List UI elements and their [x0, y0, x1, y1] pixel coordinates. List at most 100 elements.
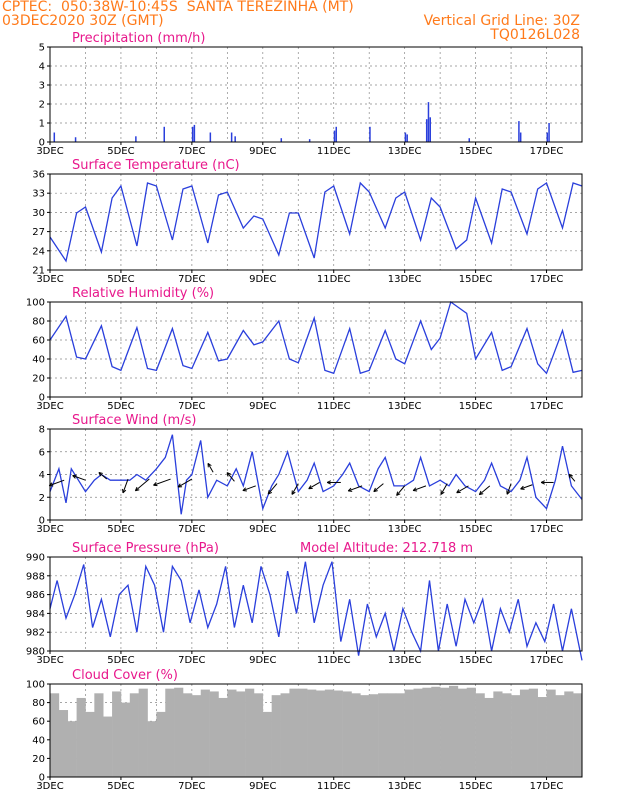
wind-arrow: [308, 482, 320, 490]
cloud-bar: [342, 691, 352, 777]
cloud-bar: [404, 689, 414, 777]
precip-bar: [209, 132, 212, 142]
temp-xtick-label: 17DEC: [530, 274, 564, 285]
cloud-ytick-label: 80: [32, 698, 45, 709]
precip-panel: 0 1 2 3 4 5 3DEC 5DEC 7DEC 9DEC 11DEC 13DEC 15DEC 17D…: [36, 31, 583, 157]
cloud-title: Cloud Cover (%): [72, 668, 178, 683]
pres-series-line: [49, 561, 583, 661]
cloud-bar: [191, 695, 202, 777]
wind-xtick-label: 3DEC: [36, 524, 63, 535]
cloud-ytick-label: 0: [39, 773, 45, 784]
cloud-bar: [378, 693, 388, 777]
cloud-bar: [67, 721, 77, 777]
wind-arrow: [440, 483, 448, 495]
wind-ytick-label: 4: [39, 470, 45, 481]
cloud-bar: [351, 693, 361, 777]
wind-xtick-label: 17DEC: [530, 524, 564, 535]
cloud-bar: [138, 688, 148, 777]
temp-frame: [49, 173, 583, 271]
cloud-xtick-label: 9DEC: [249, 781, 276, 792]
precip-bar: [163, 126, 165, 142]
precip-bar: [425, 119, 428, 142]
precip-xtick-label: 13DEC: [388, 146, 422, 157]
pres-xtick-label: 13DEC: [388, 655, 422, 666]
temp-title: Surface Temperature (nC): [72, 158, 240, 173]
wind-arrow: [242, 485, 256, 492]
rh-ytick-label: 20: [32, 374, 45, 385]
pres-ytick-label: 982: [26, 628, 45, 639]
cloud-bar: [253, 693, 264, 777]
temp-ytick-label: 33: [32, 189, 45, 200]
cloud-bar: [555, 695, 565, 777]
cloud-panel: 0 20 40 60 80 100 3DEC 5DEC 7DEC 9DEC 11DEC 13DEC 15…: [26, 668, 583, 792]
cloud-bar: [156, 711, 166, 777]
cloud-bar: [271, 695, 281, 777]
temp-ytick-label: 27: [32, 227, 45, 238]
precip-title: Precipitation (mm/h): [72, 31, 205, 46]
wind-arrow: [134, 478, 150, 492]
temp-panel: 21 24 27 30 33 36 3DEC 5DEC 7DEC 9DEC 11DEC 13DEC 15…: [32, 158, 583, 285]
pres-ytick-label: 984: [26, 609, 45, 620]
rh-title: Relative Humidity (%): [72, 286, 214, 301]
wind-arrow: [478, 485, 491, 496]
wind-xtick-label: 15DEC: [459, 524, 493, 535]
temp-ytick-label: 36: [32, 170, 45, 181]
pres-ytick-label: 980: [26, 647, 45, 658]
rh-xtick-label: 7DEC: [178, 401, 205, 412]
rh-series-line: [49, 300, 583, 375]
precip-bar: [519, 132, 522, 142]
wind-ytick-label: 0: [39, 516, 45, 527]
rh-xtick-label: 5DEC: [107, 401, 134, 412]
header-model-id: TQ0126L028: [490, 27, 580, 43]
rh-xtick-label: 15DEC: [459, 401, 493, 412]
precip-bar: [191, 126, 194, 142]
cloud-bar: [413, 688, 423, 777]
precip-bar: [429, 117, 431, 142]
rh-xtick-label: 17DEC: [530, 401, 564, 412]
rh-ytick-label: 40: [32, 355, 45, 366]
wind-xtick-label: 5DEC: [107, 524, 134, 535]
precip-bar: [518, 121, 520, 142]
cloud-bar: [449, 685, 459, 777]
cloud-bar: [537, 697, 547, 777]
pres-xtick-label: 15DEC: [459, 655, 493, 666]
cloud-bar: [395, 693, 405, 777]
cloud-bar: [502, 693, 512, 777]
cloud-bar: [236, 691, 246, 777]
cloud-bar: [147, 721, 157, 777]
wind-arrow: [72, 474, 86, 481]
cloud-bar: [324, 689, 335, 777]
cloud-bar: [360, 695, 370, 777]
cloud-xtick-label: 11DEC: [317, 781, 351, 792]
cloud-bar: [289, 688, 299, 777]
precip-ytick-label: 0: [39, 138, 45, 149]
wind-xtick-label: 7DEC: [178, 524, 205, 535]
wind-arrow: [506, 483, 512, 495]
cloud-ytick-label: 100: [26, 680, 45, 691]
precip-bar: [193, 124, 196, 142]
pres-xtick-label: 7DEC: [178, 655, 205, 666]
wind-title: Surface Wind (m/s): [72, 413, 196, 428]
cloud-bar: [333, 690, 343, 777]
cloud-bar: [76, 697, 86, 777]
temp-xtick-label: 11DEC: [317, 274, 351, 285]
precip-bar: [230, 132, 233, 142]
wind-xtick-label: 13DEC: [388, 524, 422, 535]
wind-arrow: [177, 478, 193, 488]
cloud-bar: [431, 686, 441, 777]
cloud-bar: [466, 687, 476, 777]
cloud-xtick-label: 17DEC: [530, 781, 564, 792]
precip-ytick-label: 5: [39, 43, 45, 54]
precip-bar: [546, 132, 549, 142]
wind-arrow: [456, 485, 469, 494]
precip-bar: [74, 137, 77, 142]
cloud-bar: [262, 711, 272, 777]
precip-bar: [280, 138, 283, 142]
precip-bar: [53, 132, 56, 142]
precip-bar: [333, 130, 336, 142]
pres-xtick-label: 3DEC: [36, 655, 63, 666]
pres-ytick-label: 988: [26, 571, 45, 582]
temp-xtick-label: 5DEC: [107, 274, 134, 285]
cloud-bar: [493, 691, 503, 777]
cloud-bar: [316, 690, 326, 777]
